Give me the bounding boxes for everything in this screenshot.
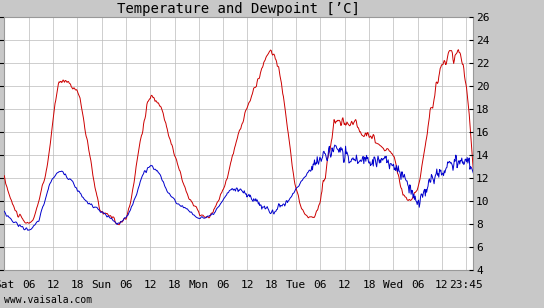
Text: Wed: Wed [383, 280, 404, 290]
Text: 23:45: 23:45 [449, 280, 483, 290]
Text: Tue: Tue [286, 280, 306, 290]
Text: 06: 06 [119, 280, 133, 290]
Text: 06: 06 [313, 280, 327, 290]
Text: 12: 12 [338, 280, 351, 290]
Text: 06: 06 [217, 280, 230, 290]
Text: Mon: Mon [189, 280, 209, 290]
Text: 06: 06 [411, 280, 424, 290]
Text: 12: 12 [240, 280, 254, 290]
Text: 18: 18 [265, 280, 279, 290]
Text: 18: 18 [362, 280, 376, 290]
Text: 12: 12 [144, 280, 157, 290]
Text: Sat: Sat [0, 280, 15, 290]
Text: www.vaisala.com: www.vaisala.com [4, 295, 92, 305]
Text: 18: 18 [71, 280, 84, 290]
Title: Temperature and Dewpoint [’C]: Temperature and Dewpoint [’C] [118, 2, 360, 16]
Text: Sun: Sun [91, 280, 112, 290]
Text: 06: 06 [22, 280, 35, 290]
Text: 18: 18 [168, 280, 181, 290]
Text: 12: 12 [435, 280, 449, 290]
Text: 12: 12 [46, 280, 60, 290]
